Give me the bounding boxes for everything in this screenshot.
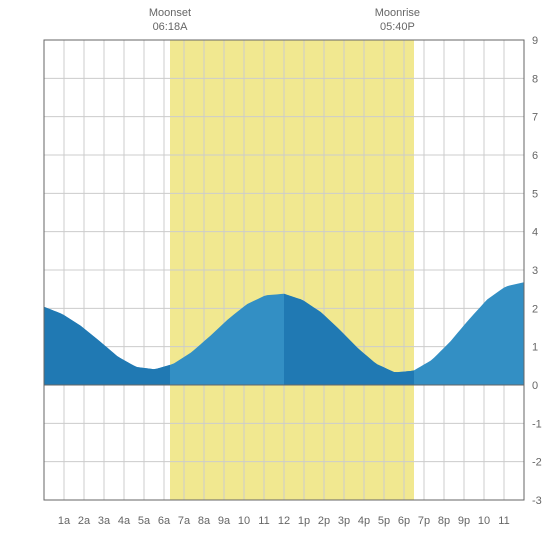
moonset-time: 06:18A: [153, 21, 189, 33]
y-tick-label: 9: [532, 35, 538, 47]
moonrise-time: 05:40P: [380, 21, 415, 33]
x-tick-label: 8p: [438, 515, 450, 527]
y-tick-label: 1: [532, 342, 538, 354]
x-tick-label: 12: [278, 515, 290, 527]
x-tick-label: 3a: [98, 515, 111, 527]
x-tick-label: 5a: [138, 515, 151, 527]
x-tick-label: 5p: [378, 515, 390, 527]
x-tick-label: 4p: [358, 515, 370, 527]
x-tick-label: 2a: [78, 515, 91, 527]
y-tick-label: -1: [532, 418, 542, 430]
y-tick-label: 8: [532, 73, 538, 85]
y-tick-label: 6: [532, 150, 538, 162]
y-tick-label: 4: [532, 227, 538, 239]
tide-chart: -3-2-101234567891a2a3a4a5a6a7a8a9a101112…: [0, 0, 550, 550]
y-tick-label: 2: [532, 303, 538, 315]
x-tick-label: 1p: [298, 515, 310, 527]
y-tick-label: 7: [532, 112, 538, 124]
x-tick-label: 11: [258, 515, 269, 527]
chart-svg: -3-2-101234567891a2a3a4a5a6a7a8a9a101112…: [0, 0, 550, 550]
y-tick-label: 5: [532, 188, 538, 200]
y-tick-label: 3: [532, 265, 538, 277]
y-tick-label: -2: [532, 457, 542, 469]
x-tick-label: 3p: [338, 515, 350, 527]
y-tick-label: -3: [532, 495, 542, 507]
x-tick-label: 10: [238, 515, 250, 527]
x-tick-label: 6p: [398, 515, 410, 527]
x-tick-label: 10: [478, 515, 490, 527]
x-tick-label: 11: [498, 515, 509, 527]
x-tick-label: 1a: [58, 515, 71, 527]
x-tick-label: 7p: [418, 515, 430, 527]
x-tick-label: 2p: [318, 515, 330, 527]
moonset-label: Moonset: [149, 7, 191, 19]
moonrise-label: Moonrise: [375, 7, 420, 19]
x-tick-label: 9p: [458, 515, 470, 527]
x-tick-label: 4a: [118, 515, 131, 527]
x-tick-label: 7a: [178, 515, 191, 527]
x-tick-label: 8a: [198, 515, 211, 527]
x-tick-label: 6a: [158, 515, 171, 527]
x-tick-label: 9a: [218, 515, 231, 527]
y-tick-label: 0: [532, 380, 538, 392]
